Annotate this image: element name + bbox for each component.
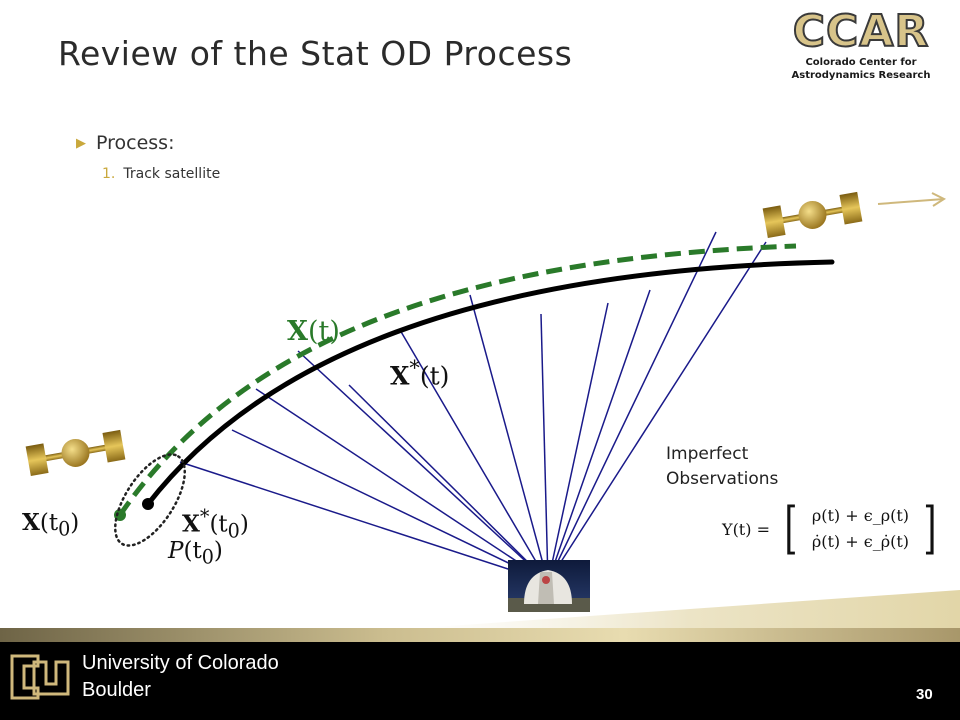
right-bracket: ] bbox=[923, 496, 937, 561]
observation-line bbox=[540, 313, 549, 583]
equation-lhs: Y(t) = bbox=[722, 519, 770, 539]
ccar-logo-acronym: CCAR bbox=[792, 6, 930, 57]
observation-line bbox=[547, 241, 767, 583]
observations-label-line: Observations bbox=[666, 469, 779, 489]
observation-line bbox=[348, 384, 549, 583]
bullet-process: ▶ Process: bbox=[76, 132, 174, 154]
bullet-track-satellite-text: Track satellite bbox=[123, 166, 221, 182]
true-trajectory bbox=[117, 243, 797, 517]
satellite-icon bbox=[762, 191, 863, 239]
label-part: (t bbox=[39, 510, 59, 536]
reference-trajectory-label: X*(t) bbox=[390, 356, 449, 390]
left-bracket: [ bbox=[784, 496, 798, 561]
reference-trajectory bbox=[145, 259, 835, 507]
label-part: X bbox=[182, 510, 200, 538]
observations-label-line: Imperfect bbox=[666, 444, 749, 464]
equation-row: ρ̇(t) + ϵ_ρ̇(t) bbox=[811, 532, 910, 551]
observation-line bbox=[547, 289, 651, 583]
true-trajectory-label: X(t) bbox=[287, 316, 340, 347]
label-part: ) bbox=[239, 511, 249, 538]
covariance-label: P(t0) bbox=[168, 538, 223, 569]
label-part: 0 bbox=[58, 517, 71, 541]
observation-line bbox=[547, 231, 717, 583]
footer-bar bbox=[0, 628, 960, 720]
label-part: (t) bbox=[419, 361, 450, 391]
label-part: (t bbox=[209, 511, 228, 538]
label-part: P bbox=[168, 538, 184, 564]
equation-matrix: ρ(t) + ϵ_ρ(t) ρ̇(t) + ϵ_ρ̇(t) bbox=[812, 503, 909, 555]
label-part: ) bbox=[213, 538, 223, 564]
covariance-ellipse bbox=[114, 453, 186, 547]
university-line: University of Colorado bbox=[82, 652, 279, 674]
footer-gold-ribbon bbox=[0, 628, 960, 642]
satellite-icon bbox=[25, 429, 126, 477]
observation-line bbox=[399, 329, 549, 583]
cu-logo-icon bbox=[10, 654, 70, 700]
bullet-process-text: Process: bbox=[96, 132, 175, 154]
slide-title: Review of the Stat OD Process bbox=[58, 34, 573, 73]
motion-arrow-icon bbox=[877, 192, 947, 207]
ground-horizon bbox=[420, 590, 960, 628]
university-name: University of Colorado Boulder bbox=[82, 650, 279, 704]
initial-reference-state-dot bbox=[142, 498, 154, 510]
observation-line bbox=[231, 429, 549, 583]
ground-station-icon bbox=[508, 560, 590, 612]
label-part: * bbox=[199, 505, 210, 528]
equation-row: ρ(t) + ϵ_ρ(t) bbox=[811, 506, 910, 525]
observation-line bbox=[255, 388, 549, 583]
bullet-arrow-icon: ▶ bbox=[76, 136, 86, 151]
bullet-track-satellite: 1. Track satellite bbox=[102, 166, 220, 182]
label-part: (t) bbox=[307, 316, 340, 347]
measurement-equation: Y(t) = [ ρ(t) + ϵ_ρ(t) ρ̇(t) + ϵ_ρ̇(t) ] bbox=[722, 500, 941, 558]
observations-label: Imperfect Observations bbox=[666, 442, 778, 492]
stat-od-diagram bbox=[25, 191, 960, 628]
ccar-logo: CCAR Colorado Center for Astrodynamics R… bbox=[776, 6, 946, 98]
observation-line bbox=[179, 461, 549, 583]
observation-line bbox=[297, 350, 549, 583]
label-part: * bbox=[409, 356, 420, 380]
label-part: X bbox=[22, 509, 40, 536]
ccar-logo-line1: Colorado Center for bbox=[805, 57, 917, 68]
label-part: X bbox=[390, 361, 410, 391]
observation-line bbox=[469, 294, 549, 583]
observation-line bbox=[547, 302, 609, 583]
label-part: 0 bbox=[201, 545, 214, 569]
label-part: (t bbox=[183, 538, 202, 564]
university-line: Boulder bbox=[82, 679, 151, 701]
ccar-logo-line2: Astrodynamics Research bbox=[791, 70, 931, 81]
label-part: 0 bbox=[227, 519, 240, 543]
label-part: X bbox=[287, 316, 308, 347]
label-part: ) bbox=[70, 510, 80, 536]
observation-lines bbox=[179, 231, 767, 583]
initial-true-state-label: X(t0) bbox=[22, 509, 79, 541]
page-number: 30 bbox=[916, 686, 933, 703]
initial-reference-state-label: X*(t0) bbox=[182, 505, 249, 542]
bullet-number: 1. bbox=[102, 166, 116, 182]
